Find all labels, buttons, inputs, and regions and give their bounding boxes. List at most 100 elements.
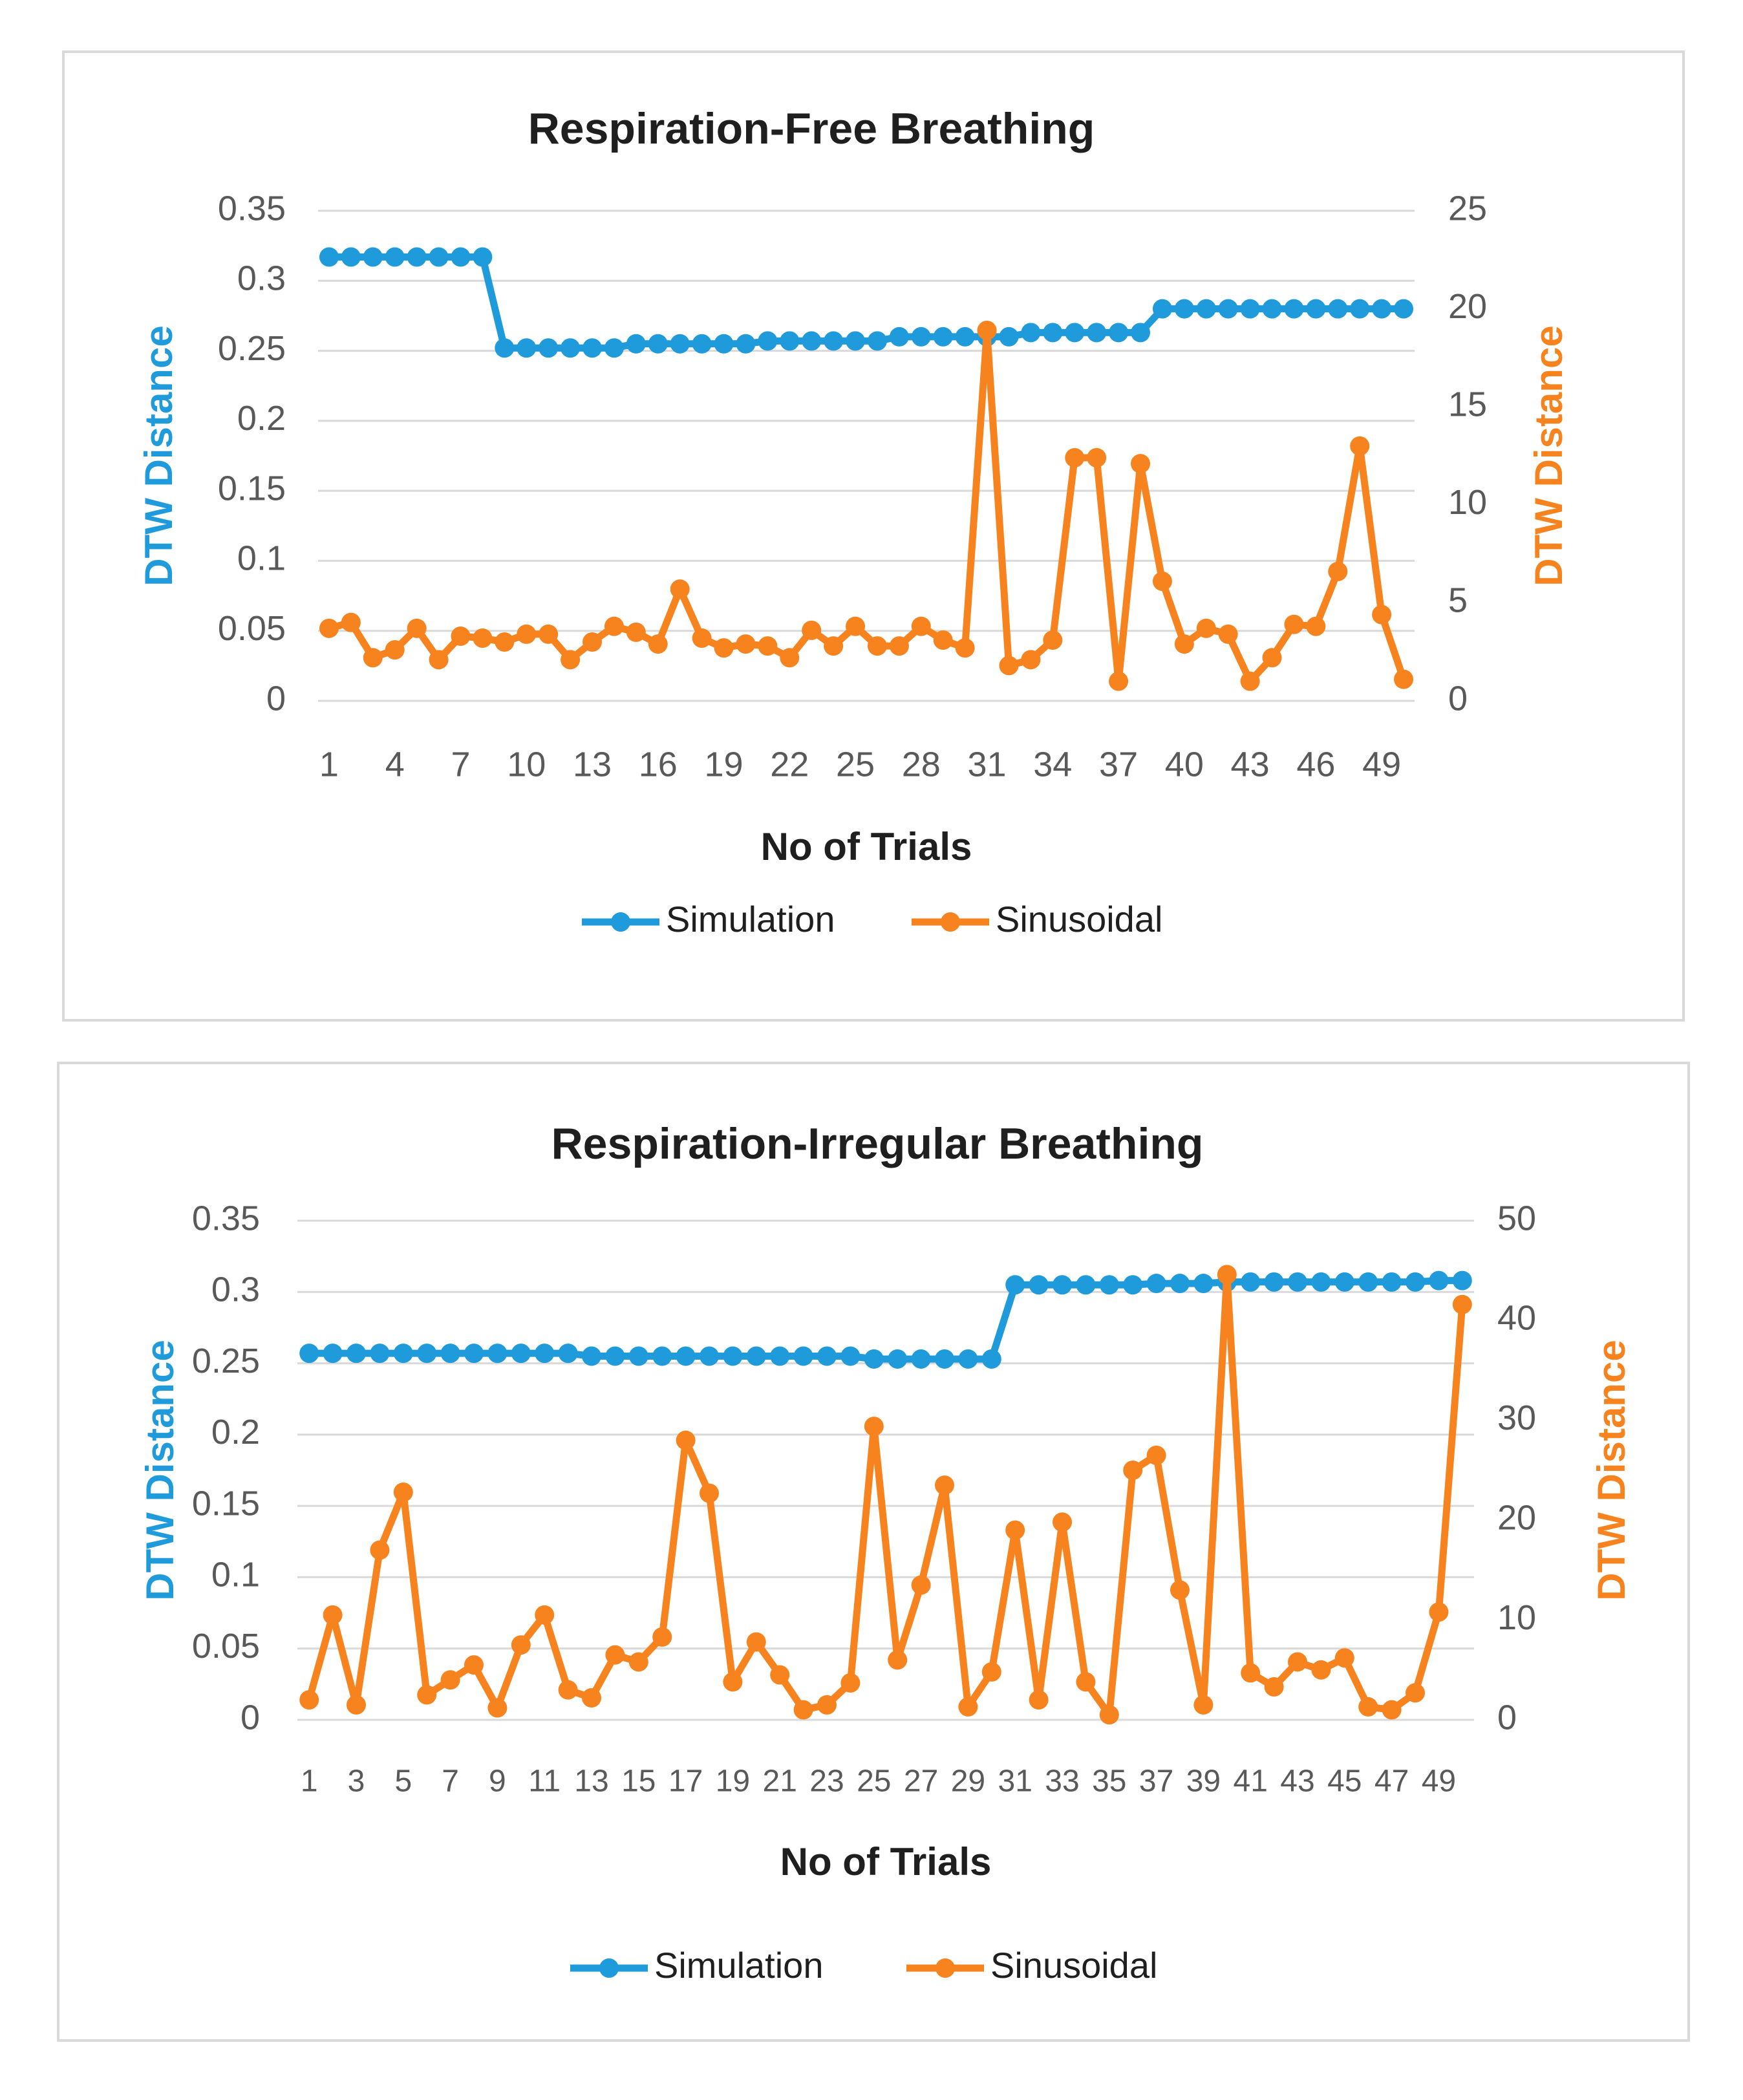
data-point-simulation <box>780 331 800 351</box>
chart-panel-free-breathing: Respiration-Free Breathing 0 0.05 0.1 0.15 0.… <box>62 50 1685 1022</box>
y-left-tick-label: 0.35 <box>192 1199 260 1238</box>
data-point-sinusoidal <box>299 1690 319 1710</box>
x-tick-label: 28 <box>902 745 941 784</box>
data-point-simulation <box>495 338 515 358</box>
data-point-sinusoidal <box>370 1540 390 1560</box>
data-point-sinusoidal <box>323 1605 343 1625</box>
chart-title: Respiration-Free Breathing <box>528 104 1095 153</box>
data-point-sinusoidal <box>758 636 778 656</box>
x-tick-label: 43 <box>1280 1764 1314 1799</box>
data-point-simulation <box>299 1344 319 1364</box>
data-point-sinusoidal <box>652 1627 672 1647</box>
data-point-simulation <box>824 331 844 351</box>
x-tick-label: 5 <box>394 1764 412 1799</box>
data-point-sinusoidal <box>981 1662 1001 1682</box>
x-axis-title: No of Trials <box>761 825 972 868</box>
data-point-simulation <box>1394 299 1414 319</box>
data-point-simulation <box>1288 1272 1307 1292</box>
data-point-sinusoidal <box>793 1700 813 1720</box>
data-point-simulation <box>758 331 778 351</box>
data-point-simulation <box>626 334 646 354</box>
data-point-sinusoidal <box>605 1645 625 1665</box>
data-point-simulation <box>889 327 909 347</box>
x-tick-label: 37 <box>1099 745 1138 784</box>
x-tick-label: 45 <box>1327 1764 1362 1799</box>
data-point-simulation <box>802 331 822 351</box>
data-point-sinusoidal <box>561 650 581 670</box>
data-point-sinusoidal <box>539 624 559 644</box>
data-point-simulation <box>582 1346 601 1366</box>
data-point-sinusoidal <box>670 579 690 599</box>
y-right-tick-label: 25 <box>1448 189 1487 228</box>
data-point-sinusoidal <box>1334 1648 1354 1668</box>
data-point-sinusoidal <box>802 620 822 640</box>
data-point-simulation <box>700 1346 719 1366</box>
data-point-sinusoidal <box>1218 624 1238 644</box>
data-point-simulation <box>451 247 471 267</box>
data-point-simulation <box>1053 1275 1072 1295</box>
data-point-sinusoidal <box>1170 1580 1190 1600</box>
y-left-tick-label: 0.3 <box>211 1270 260 1309</box>
data-point-sinusoidal <box>911 616 931 636</box>
data-point-sinusoidal <box>341 612 361 632</box>
data-point-simulation <box>473 247 493 267</box>
data-point-sinusoidal <box>1452 1294 1472 1314</box>
data-point-sinusoidal <box>867 636 887 656</box>
data-point-sinusoidal <box>1146 1445 1166 1465</box>
x-tick-label: 1 <box>301 1764 318 1799</box>
y-left-tick-label: 0.2 <box>237 399 286 438</box>
data-point-simulation <box>341 247 361 267</box>
data-point-sinusoidal <box>511 1635 531 1655</box>
legend-marker-simulation <box>611 912 630 932</box>
data-point-simulation <box>935 1349 954 1369</box>
data-point-simulation <box>1123 1275 1143 1295</box>
data-point-sinusoidal <box>1043 630 1063 650</box>
data-point-simulation <box>817 1346 837 1366</box>
legend-marker-simulation <box>599 1958 619 1978</box>
data-point-simulation <box>393 1344 413 1364</box>
data-point-sinusoidal <box>1240 671 1260 691</box>
y-left-tick-label: 0.25 <box>192 1342 260 1380</box>
y-left-tick-label: 0.35 <box>218 189 286 228</box>
data-point-simulation <box>440 1344 460 1364</box>
data-point-simulation <box>319 247 339 267</box>
data-point-sinusoidal <box>770 1665 790 1685</box>
y-left-tick-label: 0 <box>241 1698 260 1737</box>
x-tick-label: 7 <box>451 745 470 784</box>
data-point-simulation <box>535 1344 555 1364</box>
data-point-sinusoidal <box>723 1672 743 1692</box>
data-point-simulation <box>1099 1275 1119 1295</box>
data-point-sinusoidal <box>440 1670 460 1690</box>
data-point-simulation <box>605 1346 625 1366</box>
data-point-sinusoidal <box>1382 1700 1402 1720</box>
data-point-sinusoidal <box>1029 1690 1049 1710</box>
x-tick-label: 31 <box>968 745 1007 784</box>
x-tick-label: 33 <box>1045 1764 1079 1799</box>
x-tick-label: 11 <box>528 1764 561 1799</box>
data-point-simulation <box>628 1346 648 1366</box>
data-point-sinusoidal <box>429 650 449 670</box>
y-left-tick-label: 0.1 <box>237 539 286 578</box>
data-point-simulation <box>429 247 449 267</box>
data-point-simulation <box>1029 1275 1049 1295</box>
data-point-simulation <box>1350 299 1370 319</box>
legend-label-simulation: Simulation <box>654 1945 823 1986</box>
data-point-sinusoidal <box>1193 1695 1214 1715</box>
x-tick-label: 21 <box>763 1764 797 1799</box>
data-point-sinusoidal <box>736 634 756 654</box>
data-point-sinusoidal <box>1099 1705 1119 1725</box>
data-point-simulation <box>1109 323 1129 343</box>
data-point-simulation <box>539 338 559 358</box>
data-point-sinusoidal <box>1264 1677 1284 1697</box>
data-point-sinusoidal <box>1005 1520 1025 1540</box>
data-point-sinusoidal <box>780 648 800 668</box>
data-point-sinusoidal <box>604 616 624 636</box>
y-right-tick-label: 50 <box>1497 1199 1536 1238</box>
data-point-sinusoidal <box>582 1688 601 1708</box>
data-point-sinusoidal <box>911 1575 931 1595</box>
y-left-tick-label: 0.1 <box>211 1556 260 1594</box>
data-point-simulation <box>981 1349 1001 1369</box>
data-point-simulation <box>1241 1272 1261 1292</box>
data-point-simulation <box>583 338 602 358</box>
chart-svg-free-breathing: Respiration-Free Breathing 0 0.05 0.1 0.15 0.… <box>137 104 1570 939</box>
